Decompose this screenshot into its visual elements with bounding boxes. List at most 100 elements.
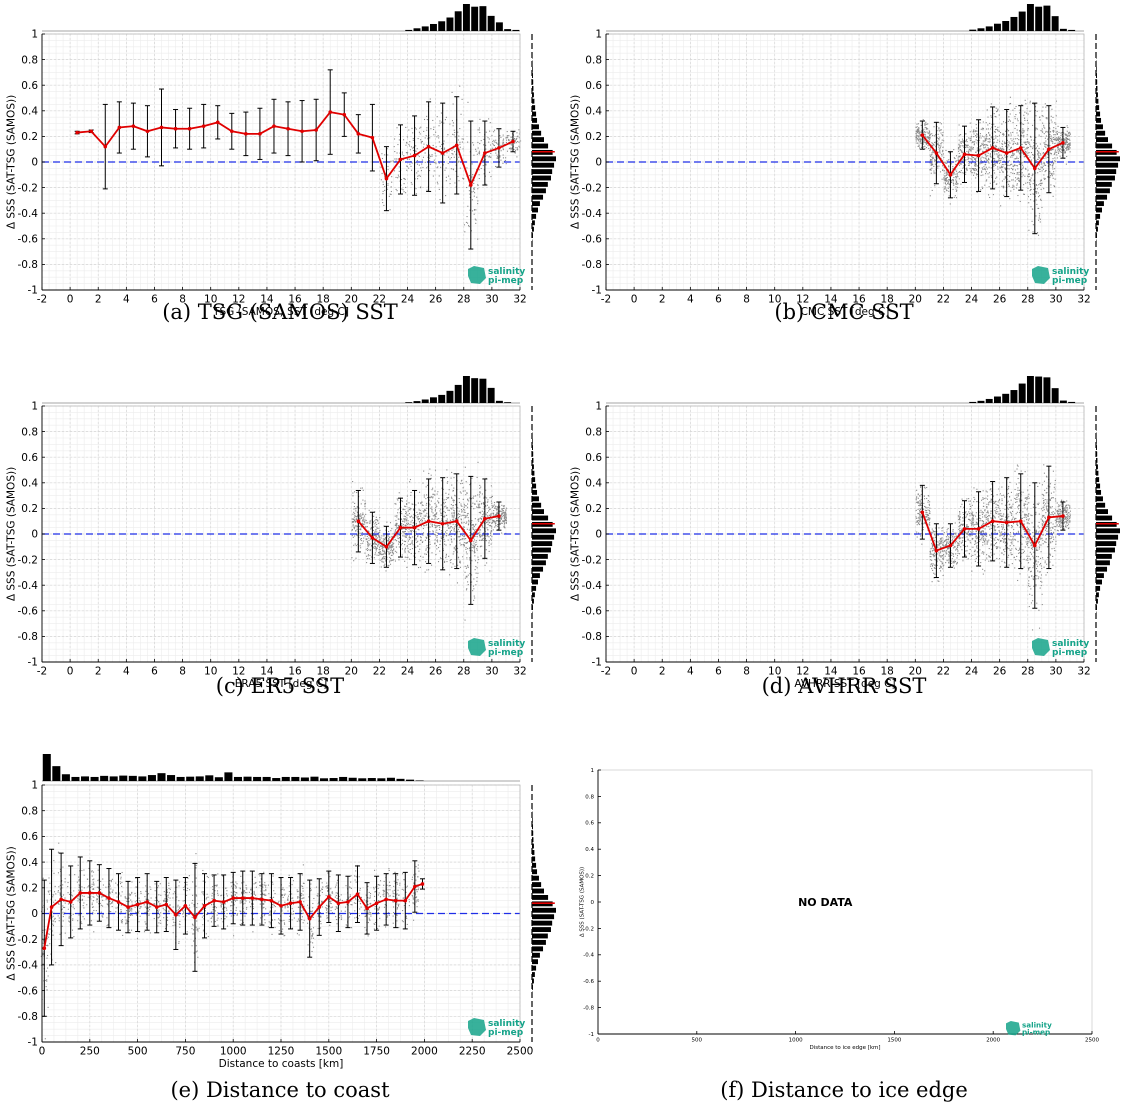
scatter-point bbox=[994, 150, 996, 152]
scatter-point bbox=[949, 178, 951, 181]
scatter-point bbox=[448, 175, 450, 177]
scatter-point bbox=[435, 526, 437, 529]
scatter-point bbox=[930, 164, 932, 167]
scatter-point bbox=[987, 124, 989, 126]
right-histogram-bar bbox=[1096, 92, 1098, 98]
scatter-point bbox=[453, 538, 455, 540]
scatter-point bbox=[403, 183, 405, 185]
scatter-point bbox=[989, 196, 991, 199]
scatter-point bbox=[474, 503, 476, 505]
scatter-point bbox=[983, 136, 985, 138]
scatter-point bbox=[431, 155, 433, 157]
scatter-point bbox=[1058, 141, 1060, 143]
scatter-point bbox=[409, 149, 411, 151]
scatter-point bbox=[389, 547, 391, 549]
scatter-point bbox=[1009, 142, 1011, 144]
scatter-point bbox=[417, 545, 419, 547]
scatter-point bbox=[477, 141, 479, 144]
scatter-point bbox=[465, 515, 467, 517]
scatter-point bbox=[488, 507, 490, 509]
scatter-point bbox=[1003, 154, 1006, 156]
scatter-point bbox=[424, 161, 426, 163]
scatter-point bbox=[396, 127, 398, 129]
scatter-point bbox=[381, 157, 384, 160]
scatter-point bbox=[994, 180, 996, 182]
scatter-point bbox=[432, 512, 434, 514]
scatter-point bbox=[425, 561, 427, 563]
scatter-point bbox=[404, 505, 406, 507]
scatter-point bbox=[473, 526, 475, 528]
scatter-point bbox=[473, 537, 475, 539]
scatter-point bbox=[503, 143, 505, 145]
scatter-point bbox=[449, 574, 451, 576]
scatter-point bbox=[944, 177, 946, 180]
scatter-point bbox=[478, 150, 480, 152]
scatter-point bbox=[483, 504, 485, 506]
scatter-point bbox=[406, 566, 408, 568]
scatter-point bbox=[380, 166, 382, 168]
scatter-point bbox=[398, 492, 400, 494]
scatter-point bbox=[993, 169, 995, 171]
scatter-point bbox=[973, 141, 975, 143]
scatter-point bbox=[450, 523, 452, 525]
scatter-point bbox=[915, 135, 917, 137]
scatter-point bbox=[457, 518, 459, 520]
scatter-point bbox=[975, 163, 977, 165]
scatter-point bbox=[953, 184, 955, 186]
scatter-point bbox=[1064, 150, 1066, 152]
scatter-point bbox=[452, 148, 454, 150]
scatter-point bbox=[435, 163, 437, 165]
scatter-point bbox=[365, 548, 367, 550]
scatter-point bbox=[418, 491, 421, 493]
scatter-point bbox=[1023, 131, 1025, 133]
scatter-point bbox=[451, 512, 453, 514]
scatter-point bbox=[410, 531, 412, 533]
scatter-point bbox=[425, 514, 427, 516]
scatter-point bbox=[422, 166, 424, 168]
scatter-point bbox=[1002, 185, 1005, 187]
scatter-point bbox=[963, 172, 965, 174]
scatter-point bbox=[458, 516, 460, 518]
scatter-point bbox=[947, 187, 949, 190]
scatter-point bbox=[997, 108, 999, 110]
scatter-point bbox=[437, 491, 439, 493]
scatter-point bbox=[996, 162, 998, 164]
scatter-point bbox=[492, 140, 494, 143]
scatter-point bbox=[473, 187, 475, 189]
scatter-point bbox=[981, 167, 983, 169]
scatter-point bbox=[488, 536, 490, 538]
scatter-point bbox=[409, 153, 412, 155]
scatter-point bbox=[410, 537, 412, 539]
scatter-point bbox=[414, 552, 416, 554]
scatter-point bbox=[1042, 148, 1044, 150]
scatter-point bbox=[1034, 129, 1036, 131]
scatter-point bbox=[960, 163, 962, 165]
scatter-point bbox=[439, 526, 441, 528]
y-tick-label: 0.6 bbox=[21, 80, 38, 92]
scatter-point bbox=[948, 179, 950, 181]
scatter-point bbox=[470, 230, 472, 232]
scatter-point bbox=[955, 182, 957, 184]
scatter-point bbox=[1019, 162, 1021, 164]
scatter-point bbox=[980, 159, 982, 161]
scatter-point bbox=[1004, 142, 1007, 144]
scatter-point bbox=[1023, 114, 1025, 116]
scatter-point bbox=[469, 209, 471, 211]
scatter-point bbox=[362, 512, 364, 514]
scatter-point bbox=[488, 542, 490, 544]
scatter-point bbox=[991, 123, 993, 125]
scatter-point bbox=[931, 156, 933, 158]
scatter-point bbox=[351, 557, 353, 559]
scatter-point bbox=[463, 506, 465, 508]
scatter-point bbox=[1039, 143, 1041, 145]
scatter-point bbox=[355, 530, 357, 532]
scatter-point bbox=[1069, 135, 1071, 137]
scatter-point bbox=[406, 545, 408, 547]
scatter-point bbox=[473, 188, 475, 190]
scatter-point bbox=[490, 534, 492, 536]
scatter-point bbox=[486, 497, 488, 499]
mean-point bbox=[131, 124, 136, 128]
scatter-point bbox=[479, 535, 481, 537]
scatter-point bbox=[443, 499, 445, 501]
scatter-point bbox=[513, 131, 515, 133]
